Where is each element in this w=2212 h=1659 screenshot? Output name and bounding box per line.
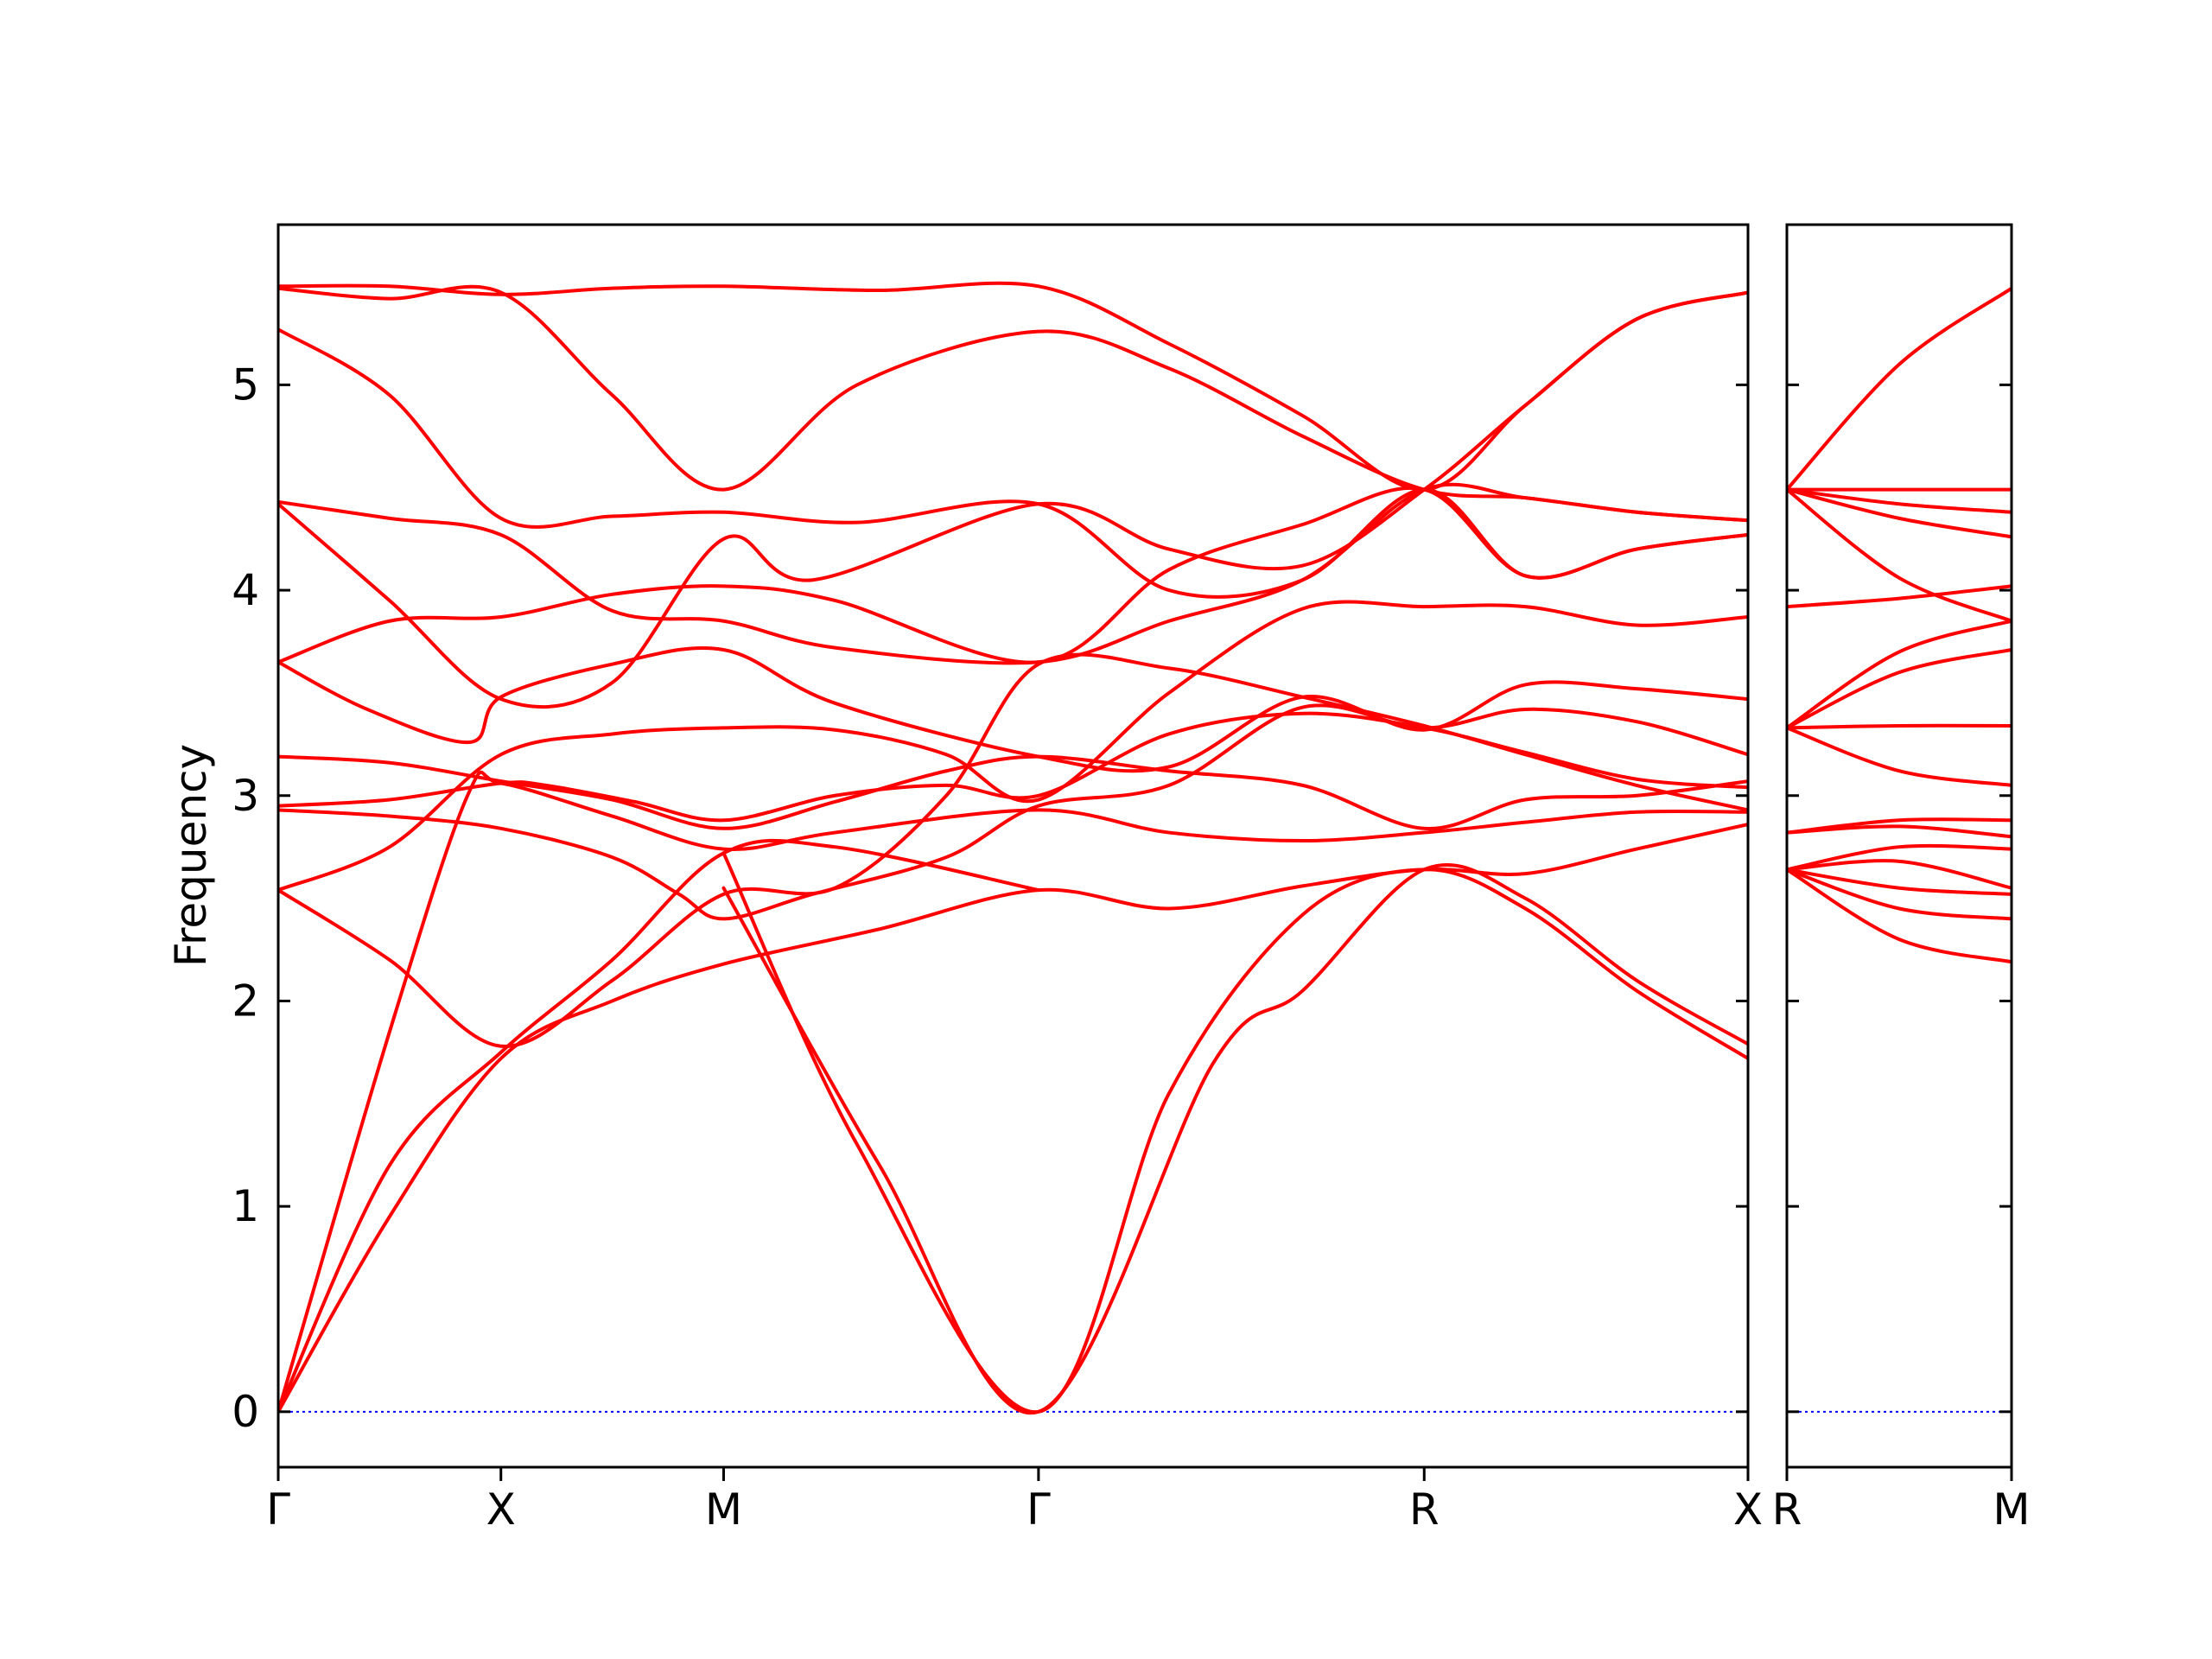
band-line xyxy=(1787,286,2012,492)
band-line xyxy=(278,838,1040,1414)
band-line xyxy=(1787,487,2012,539)
panel-1: 0 1 2 3 4 5 Γ X M Γ R X xyxy=(232,223,1763,1535)
y-tick-label: 1 xyxy=(232,1181,259,1231)
band-line xyxy=(278,327,1748,599)
band-line xyxy=(1787,868,2012,896)
x-tick-label: X xyxy=(486,1484,516,1535)
band-line xyxy=(1787,487,2012,623)
band-lines xyxy=(1787,286,2012,964)
band-line xyxy=(1787,723,2012,730)
band-line xyxy=(278,770,1748,1414)
band-line xyxy=(721,863,1748,1415)
band-line xyxy=(1787,868,2012,964)
x-tick-label: Γ xyxy=(1027,1484,1051,1535)
band-line xyxy=(721,851,1748,1414)
y-tick-label: 5 xyxy=(232,359,259,410)
panel-frame xyxy=(276,223,1750,1469)
band-line xyxy=(1787,859,2012,890)
x-tick-label: M xyxy=(705,1484,742,1535)
band-lines xyxy=(278,281,1748,1415)
band-line xyxy=(1787,584,2012,609)
x-tick-label: X xyxy=(1733,1484,1763,1535)
band-line xyxy=(1787,868,2012,921)
band-line xyxy=(278,281,1748,492)
y-axis-label: Frequency xyxy=(166,744,216,967)
band-line xyxy=(1787,843,2012,872)
band-line xyxy=(278,823,1748,1414)
x-tick-label: Γ xyxy=(266,1484,290,1535)
band-line xyxy=(1787,487,2012,514)
x-tick-label: R xyxy=(1772,1484,1802,1535)
y-tick-label: 3 xyxy=(232,771,259,821)
band-line xyxy=(1787,817,2012,835)
band-line xyxy=(278,600,1748,893)
y-tick-label: 0 xyxy=(232,1387,259,1437)
band-line xyxy=(278,645,1748,773)
panel-frame xyxy=(1785,223,2013,1469)
y-tick-label: 2 xyxy=(232,976,259,1026)
x-tick-label: M xyxy=(1993,1484,2030,1535)
x-tick-label: R xyxy=(1409,1484,1440,1535)
band-line xyxy=(1787,648,2012,730)
y-tick-label: 4 xyxy=(232,565,259,615)
band-line xyxy=(278,284,1748,523)
band-line xyxy=(1787,726,2012,787)
band-line xyxy=(1787,619,2012,730)
band-line xyxy=(278,754,1748,830)
band-line xyxy=(278,703,1748,921)
